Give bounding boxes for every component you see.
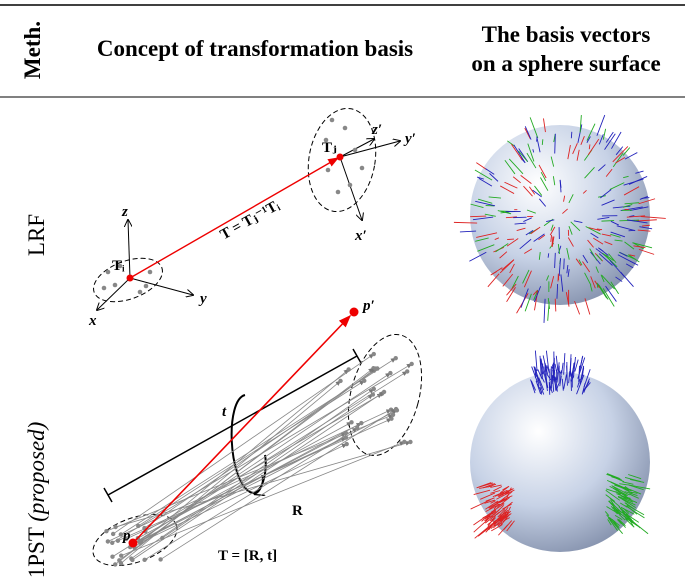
- point: [110, 541, 114, 545]
- basis-vector: [630, 519, 648, 534]
- basis-vector: [597, 115, 605, 136]
- sphere: [470, 351, 650, 552]
- point-label: p′: [361, 298, 375, 314]
- main-arrow: [133, 316, 350, 543]
- point: [394, 407, 398, 411]
- header-method: Meth.: [20, 21, 45, 79]
- basis-vector: [601, 221, 614, 222]
- correspondence-arrow: [141, 410, 397, 541]
- axis-label: x: [88, 313, 97, 329]
- axis-label: z′: [371, 122, 382, 138]
- translation-label: t: [222, 404, 227, 420]
- point: [136, 524, 140, 528]
- point: [409, 362, 413, 366]
- correspondence-arrow: [118, 419, 392, 541]
- basis-vector: [535, 351, 537, 371]
- basis-vector: [507, 239, 514, 240]
- rotation-label: R: [292, 503, 303, 519]
- header-concept: Concept of transformation basis: [97, 36, 413, 61]
- row-method: LRF: [24, 214, 49, 256]
- point: [116, 539, 120, 543]
- point: [130, 558, 134, 562]
- correspondence-arrow: [113, 371, 408, 556]
- method-note: (proposed): [24, 422, 49, 522]
- point: [119, 553, 123, 557]
- basis-vector: [556, 356, 557, 370]
- basis-vector: [542, 139, 543, 145]
- point: [372, 387, 376, 391]
- axis-label: y: [198, 291, 207, 307]
- transform-label: T = Tⱼ⁻¹Tᵢ: [218, 198, 283, 244]
- point: [113, 562, 117, 566]
- header-sphere: The basis vectors: [482, 22, 651, 47]
- point: [106, 539, 110, 543]
- axis-label: z: [121, 204, 128, 220]
- point: [372, 352, 376, 356]
- basis-vector: [470, 216, 486, 217]
- figure: Meth. Concept of transformation basis Th…: [0, 0, 685, 583]
- point: [119, 561, 123, 565]
- correspondence-arrow: [145, 394, 382, 532]
- correspondence-arrow: [161, 409, 396, 559]
- lrf-diagram: [88, 103, 400, 310]
- point: [362, 379, 366, 383]
- basis-vector: [585, 298, 590, 314]
- correspondence-arrow: [162, 395, 373, 538]
- point: [338, 379, 342, 383]
- point: [405, 369, 409, 373]
- point: [382, 390, 386, 394]
- basis-vector: [548, 302, 550, 321]
- point: [345, 442, 349, 446]
- point: [138, 540, 142, 544]
- basis-vector: [597, 283, 598, 288]
- point-label: Tⱼ: [322, 140, 337, 156]
- point: [110, 555, 114, 559]
- axis-label: y′: [403, 131, 416, 147]
- header-sphere: on a sphere surface: [471, 51, 660, 76]
- row-method: 1PST (proposed): [24, 422, 49, 579]
- point: [142, 558, 146, 562]
- correspondence-arrow: [121, 358, 396, 534]
- basis-vector: [564, 353, 565, 375]
- correspondence-arrow: [145, 428, 358, 560]
- point-label: p: [121, 528, 131, 544]
- point: [408, 440, 412, 444]
- pst-diagram: [86, 308, 434, 576]
- point: [111, 532, 115, 536]
- point: [158, 557, 162, 561]
- basis-vector: [555, 134, 556, 154]
- point-label: Tᵢ: [112, 258, 125, 274]
- point: [349, 420, 353, 424]
- point: [104, 529, 108, 533]
- correspondence-arrow: [119, 369, 375, 561]
- point: [355, 426, 359, 430]
- basis-vector: [475, 524, 492, 538]
- point: [402, 440, 406, 444]
- basis-vector: [571, 132, 572, 138]
- point: [391, 413, 395, 417]
- point: [394, 356, 398, 360]
- transform-label: T = [R, t]: [218, 548, 277, 564]
- sphere: [454, 115, 666, 323]
- basis-vector: [548, 253, 549, 257]
- point: [388, 371, 392, 375]
- correspondence-arrow: [132, 392, 384, 560]
- point: [389, 417, 393, 421]
- basis-vector: [562, 363, 563, 374]
- axis-label: x′: [354, 228, 367, 244]
- method-name: 1PST: [24, 527, 49, 578]
- point: [350, 308, 359, 317]
- basis-vector: [555, 299, 556, 312]
